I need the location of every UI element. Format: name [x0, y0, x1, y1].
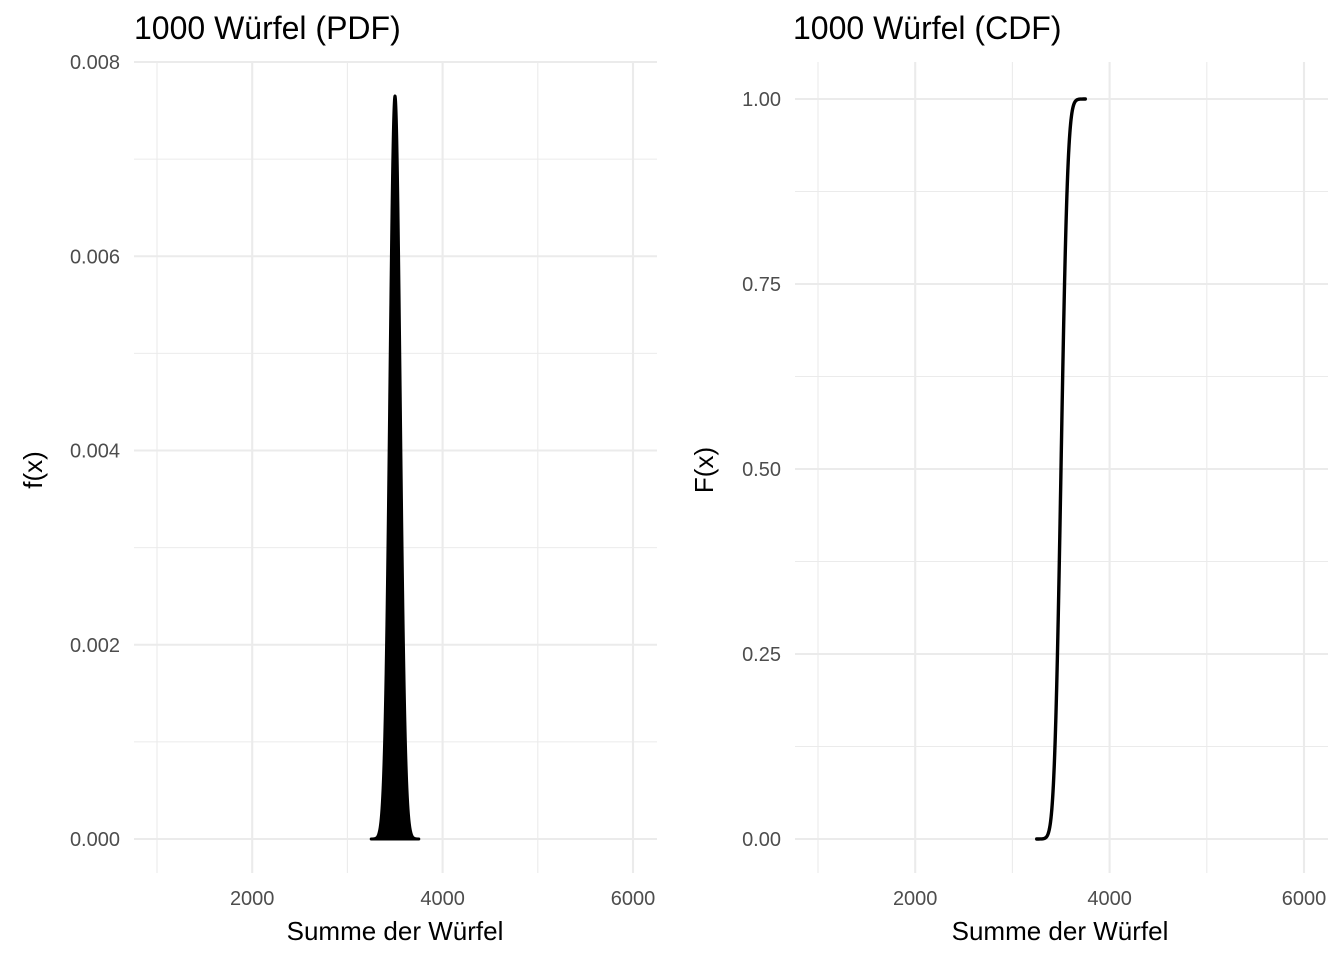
cdf-x-tick-labels: 2000 4000 6000 — [893, 888, 1326, 910]
pdf-x-axis-title: Summe der Würfel — [287, 916, 504, 946]
pdf-panel: 1000 Würfel (PDF) 0.0000.0020.0040.0060.… — [18, 10, 657, 946]
cdf-y-tick-label: 0.25 — [742, 644, 781, 666]
pdf-x-tick-label: 4000 — [420, 888, 465, 910]
pdf-y-tick-label: 0.000 — [70, 829, 120, 851]
cdf-y-tick-label: 0.00 — [742, 829, 781, 851]
cdf-y-tick-labels: 0.00 0.25 0.50 0.75 1.00 — [742, 89, 781, 851]
cdf-x-tick-label: 6000 — [1282, 888, 1327, 910]
pdf-data — [369, 94, 421, 841]
pdf-y-tick-labels: 0.000 0.002 0.004 0.006 0.008 — [70, 52, 120, 851]
cdf-x-axis-title: Summe der Würfel — [952, 916, 1169, 946]
pdf-x-tick-label: 2000 — [230, 888, 275, 910]
pdf-density-area — [369, 94, 421, 841]
pdf-x-tick-label: 6000 — [611, 888, 656, 910]
cdf-y-tick-label: 0.50 — [742, 459, 781, 481]
pdf-title: 1000 Würfel (PDF) — [134, 10, 401, 46]
cdf-panel: 1000 Würfel (CDF) 0.00 0.25 0.50 0.75 1.00 2… — [689, 10, 1328, 946]
pdf-y-axis-title: f(x) — [18, 451, 48, 489]
cdf-title: 1000 Würfel (CDF) — [793, 10, 1062, 46]
pdf-y-tick-label: 0.006 — [70, 246, 120, 268]
cdf-y-axis-title: F(x) — [689, 447, 719, 493]
pdf-y-tick-label: 0.004 — [70, 441, 120, 463]
pdf-x-tick-labels: 2000 4000 6000 — [230, 888, 655, 910]
cdf-data — [1035, 97, 1087, 841]
cdf-y-tick-label: 1.00 — [742, 89, 781, 111]
cdf-x-tick-label: 4000 — [1087, 888, 1132, 910]
pdf-y-tick-label: 0.002 — [70, 635, 120, 657]
cdf-y-tick-label: 0.75 — [742, 274, 781, 296]
cdf-line — [1035, 97, 1087, 841]
cdf-gridlines — [795, 62, 1328, 873]
cdf-x-tick-label: 2000 — [893, 888, 938, 910]
pdf-y-tick-label: 0.008 — [70, 52, 120, 74]
